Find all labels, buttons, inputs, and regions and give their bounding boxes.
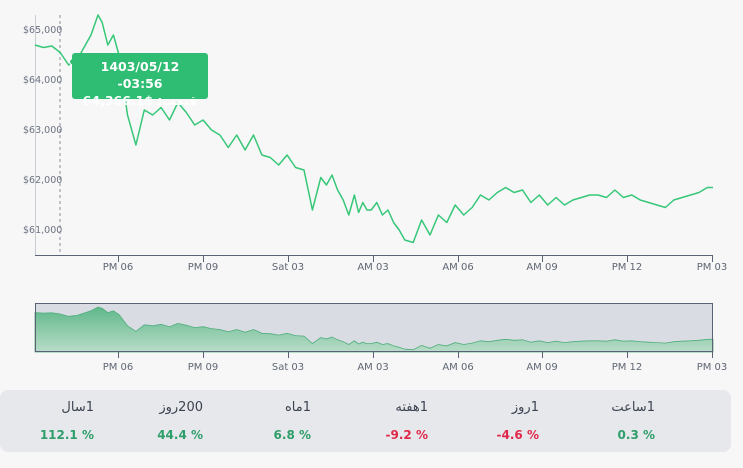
x-tick-label: PM 12 xyxy=(612,262,643,273)
navigator-window[interactable] xyxy=(35,303,713,352)
navigator-area xyxy=(34,306,714,353)
y-tick-label: $65,000 xyxy=(23,25,62,36)
perf-label: 1روز xyxy=(511,400,539,415)
perf-label: 1سال xyxy=(61,400,94,415)
x-tick-label: PM 09 xyxy=(188,262,219,273)
y-tick-label: $62,000 xyxy=(23,175,62,186)
y-tick-label: $61,000 xyxy=(23,225,62,236)
perf-1m[interactable]: 1ماه 6.8 % xyxy=(211,390,311,452)
perf-label: 1ماه xyxy=(284,400,311,415)
nav-x-tick-label: AM 03 xyxy=(357,362,388,373)
tooltip-date: 1403/05/12 -03:56 xyxy=(100,59,180,91)
perf-value: 112.1 % xyxy=(39,428,94,442)
navigator-x-ticks: PM 06 PM 09 Sat 03 AM 03 AM 06 AM 09 PM 12 PM 0… xyxy=(103,352,728,373)
perf-1w[interactable]: 1هفته -9.2 % xyxy=(328,390,428,452)
y-tick-label: $63,000 xyxy=(23,125,62,136)
perf-1y[interactable]: 1سال 112.1 % xyxy=(0,390,94,452)
perf-label: 1ساعت xyxy=(611,400,655,415)
nav-x-tick-label: Sat 03 xyxy=(272,362,304,373)
x-axis-ticks: PM 06 PM 09 Sat 03 AM 03 AM 06 AM 09 PM 12 PM 0… xyxy=(103,256,728,273)
perf-1d[interactable]: 1روز -4.6 % xyxy=(439,390,539,452)
perf-label: 200روز xyxy=(159,400,203,415)
y-axis-ticks: $61,000 $62,000 $63,000 $64,000 $65,000 xyxy=(23,25,62,236)
x-tick-label: PM 03 xyxy=(697,262,728,273)
perf-value: 6.8 % xyxy=(273,428,311,442)
nav-x-tick-label: PM 09 xyxy=(188,362,219,373)
x-tick-label: PM 06 xyxy=(103,262,134,273)
nav-x-tick-label: AM 09 xyxy=(526,362,557,373)
nav-x-tick-label: AM 06 xyxy=(442,362,473,373)
x-tick-label: Sat 03 xyxy=(272,262,304,273)
tooltip-price: قیمت: $64,366.1 xyxy=(82,93,198,108)
price-tooltip: 1403/05/12 -03:56 قیمت: $64,366.1 xyxy=(72,53,208,108)
x-tick-label: AM 09 xyxy=(526,262,557,273)
perf-1h[interactable]: 1ساعت 0.3 % xyxy=(555,390,655,452)
performance-bar: 1ساعت 0.3 % 1روز -4.6 % 1هفته -9.2 % 1ما… xyxy=(0,390,731,452)
perf-value: 44.4 % xyxy=(157,428,203,442)
perf-value: -4.6 % xyxy=(496,428,539,442)
x-tick-label: AM 06 xyxy=(442,262,473,273)
perf-label: 1هفته xyxy=(395,400,428,415)
nav-x-tick-label: PM 12 xyxy=(612,362,643,373)
x-tick-label: AM 03 xyxy=(357,262,388,273)
price-series-line xyxy=(34,14,713,244)
nav-x-tick-label: PM 03 xyxy=(697,362,728,373)
perf-value: -9.2 % xyxy=(385,428,428,442)
perf-200d[interactable]: 200روز 44.4 % xyxy=(103,390,203,452)
price-chart[interactable]: $61,000 $62,000 $63,000 $64,000 $65,000 PM 0… xyxy=(0,0,743,390)
y-tick-label: $64,000 xyxy=(23,75,62,86)
nav-x-tick-label: PM 06 xyxy=(103,362,134,373)
perf-value: 0.3 % xyxy=(617,428,655,442)
